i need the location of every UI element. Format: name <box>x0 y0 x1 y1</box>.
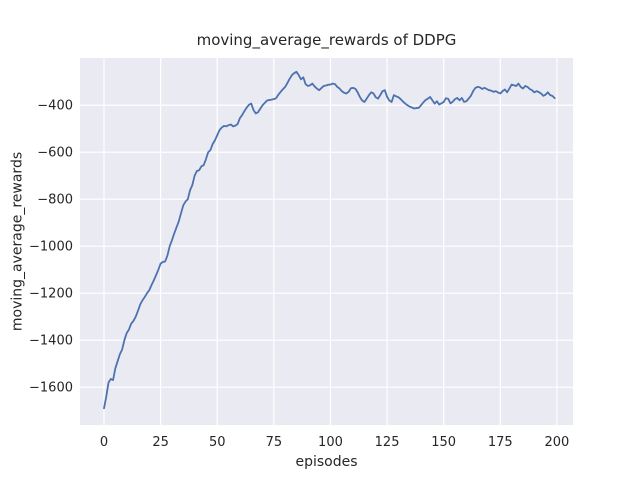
y-axis-label: moving_average_rewards <box>10 152 26 331</box>
y-tick-label: −600 <box>37 146 73 161</box>
chart-title: moving_average_rewards of DDPG <box>197 31 457 50</box>
y-tick-label: −1400 <box>29 334 73 349</box>
data-line-moving_average_rewards <box>103 70 556 410</box>
y-tick-label: −800 <box>37 193 73 208</box>
x-tick-label: 200 <box>545 435 570 450</box>
y-tick-label: −1200 <box>29 287 73 302</box>
x-tick-label: 150 <box>431 435 456 450</box>
axes-background <box>80 58 573 425</box>
x-tick-label: 25 <box>152 435 169 450</box>
y-tick-label: −400 <box>37 99 73 114</box>
x-tick-label: 75 <box>266 435 283 450</box>
x-tick-label: 50 <box>209 435 226 450</box>
x-tick-label: 0 <box>100 435 108 450</box>
plot-area: 0 25 50 75 100 125 150 175 200 −400 −600 −800 −1000 −… <box>29 58 573 450</box>
y-tick-label: −1000 <box>29 240 73 255</box>
x-tick-label: 175 <box>488 435 513 450</box>
x-tick-label: 125 <box>375 435 400 450</box>
y-tick-label: −1600 <box>29 381 73 396</box>
x-tick-label: 100 <box>318 435 343 450</box>
x-axis-label: episodes <box>295 454 357 470</box>
